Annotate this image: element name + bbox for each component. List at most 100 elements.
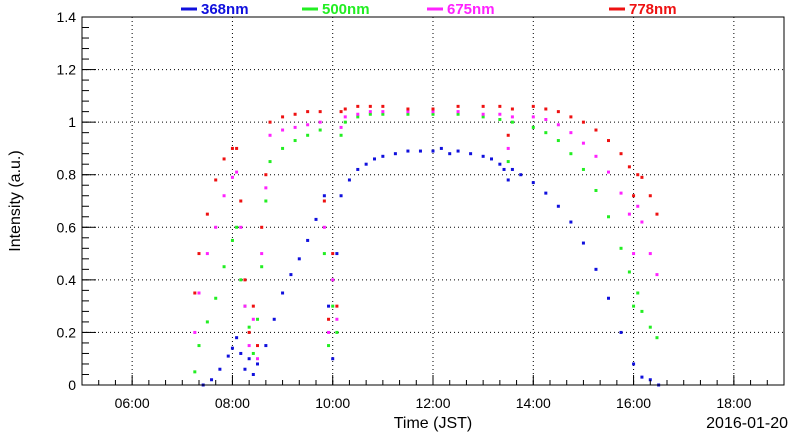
data-point [281, 128, 285, 132]
data-point [636, 173, 640, 177]
data-point [205, 212, 209, 216]
data-point [230, 346, 234, 350]
data-point [197, 252, 201, 256]
data-point [318, 110, 322, 114]
data-point [469, 152, 473, 156]
data-point [251, 317, 255, 321]
data-point [356, 115, 360, 119]
data-point [268, 133, 272, 137]
data-point [230, 175, 234, 179]
data-point [247, 330, 251, 334]
series-675nm [193, 110, 659, 361]
data-point [243, 278, 247, 282]
data-point [655, 273, 659, 277]
data-point [569, 152, 573, 156]
data-point [506, 146, 510, 150]
data-point [222, 157, 226, 161]
data-point [594, 154, 598, 158]
data-point [260, 252, 264, 256]
data-point [339, 110, 343, 114]
date-label: 2016-01-20 [706, 415, 788, 432]
data-point [293, 139, 297, 143]
data-point [544, 131, 548, 135]
data-point [339, 125, 343, 129]
data-point [268, 120, 272, 124]
data-point [306, 238, 310, 242]
data-point [364, 162, 368, 166]
data-point [264, 186, 268, 190]
data-point [306, 123, 310, 127]
data-point [556, 110, 560, 114]
data-point [431, 149, 435, 153]
data-point [235, 225, 239, 229]
data-point [510, 120, 514, 124]
data-point [214, 296, 218, 300]
legend-label: 778nm [629, 1, 677, 18]
data-point [264, 173, 268, 177]
data-point [368, 104, 372, 108]
data-point [256, 362, 259, 366]
data-point [335, 304, 339, 308]
data-point [318, 128, 322, 132]
data-point [594, 267, 598, 271]
data-point [251, 351, 255, 355]
data-point [281, 146, 285, 150]
data-point [381, 104, 385, 108]
data-point [655, 212, 659, 216]
data-point [239, 351, 243, 355]
x-tick-label: 16:00 [616, 395, 651, 411]
data-point [356, 112, 360, 116]
data-point [544, 191, 548, 195]
y-tick-label: 0.6 [57, 219, 77, 235]
data-point [373, 157, 376, 161]
data-point [594, 128, 598, 132]
data-point [239, 199, 243, 203]
data-point [230, 146, 234, 150]
data-point [322, 194, 326, 198]
data-point [506, 178, 510, 182]
data-point [327, 330, 331, 334]
data-point [335, 330, 339, 334]
axis-ticks: 06:00 08:00 10:00 12:00 14:00 16:00 18:00 0 0.2 0… [57, 9, 785, 411]
data-point [581, 141, 585, 145]
data-point [306, 110, 310, 114]
data-point [581, 120, 585, 124]
data-point [506, 133, 510, 137]
data-point [632, 252, 636, 256]
data-point [293, 125, 297, 129]
data-point [607, 170, 610, 174]
data-point [322, 199, 326, 203]
data-point [235, 146, 239, 150]
data-point [456, 110, 460, 114]
legend: 368nm 500nm 675nm 778nm [181, 1, 677, 18]
data-point [205, 320, 209, 324]
data-point [343, 120, 347, 124]
data-point [331, 252, 335, 256]
data-point [381, 110, 385, 114]
data-point [230, 238, 234, 242]
data-point [498, 112, 502, 116]
data-point [481, 112, 485, 116]
data-point [368, 112, 372, 116]
x-tick-label: 12:00 [415, 395, 450, 411]
data-point [214, 225, 218, 229]
data-point [456, 112, 460, 116]
data-point [431, 112, 435, 116]
data-point [456, 104, 460, 108]
data-point [256, 344, 259, 348]
data-point [481, 104, 485, 108]
data-point [260, 265, 264, 269]
data-point [569, 131, 573, 135]
data-point [331, 278, 335, 282]
data-point [235, 170, 239, 174]
data-point [498, 104, 502, 108]
data-point [648, 378, 652, 382]
data-point [510, 167, 514, 171]
data-point [627, 165, 631, 169]
data-point [640, 375, 644, 379]
y-tick-label: 0 [68, 377, 76, 393]
data-point [406, 112, 410, 116]
data-point [197, 291, 201, 295]
data-point [239, 225, 243, 229]
